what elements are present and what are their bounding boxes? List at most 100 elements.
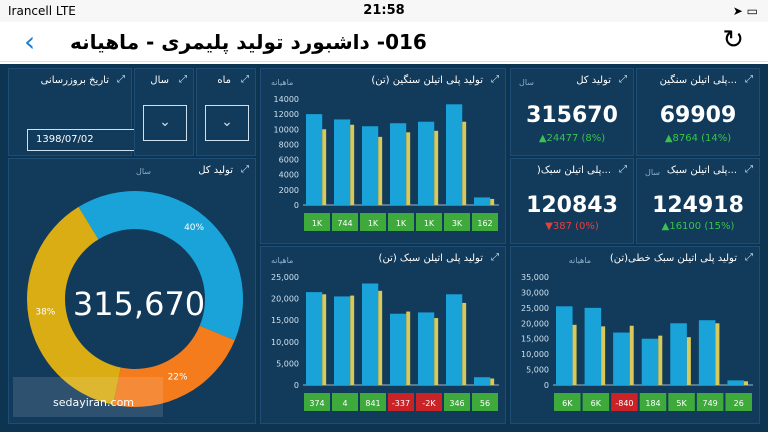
expand-icon[interactable]: ⤢	[619, 164, 627, 175]
y-tick-label: 2000	[279, 186, 299, 195]
heavy-sub: ماهیانه	[271, 78, 294, 87]
delta-badge	[332, 213, 358, 231]
year-tile: سال ⤢ ⌄	[134, 68, 194, 156]
expand-icon[interactable]: ⤢	[745, 252, 753, 263]
delta-label: 1K	[368, 219, 379, 228]
bar	[446, 104, 463, 205]
bar	[378, 136, 383, 205]
bar	[390, 313, 407, 385]
y-tick-label: 0	[294, 381, 299, 390]
date-field[interactable]: 1398/07/02	[27, 129, 137, 151]
kpi-sub: سال	[519, 78, 534, 87]
bar	[613, 332, 630, 385]
expand-icon[interactable]: ⤢	[491, 252, 499, 263]
carrier-info: Irancell LTE	[8, 4, 76, 18]
total-production-tile: تولید کل سال ⤢ 40% 22% 38% 315,670 sedayir…	[8, 158, 256, 424]
y-tick-label: 8000	[279, 140, 299, 149]
y-tick-label: 20,000	[271, 295, 299, 304]
delta-badge	[416, 213, 442, 231]
delta-badge	[472, 213, 498, 231]
month-select[interactable]: ⌄	[205, 105, 249, 141]
expand-icon[interactable]: ⤢	[241, 74, 249, 85]
delta-badge	[582, 393, 610, 411]
delta-label: 1K	[424, 219, 435, 228]
y-tick-label: 5,000	[526, 366, 549, 375]
kpi-value: 124918	[652, 193, 744, 218]
delta-badge	[696, 393, 724, 411]
y-tick-label: 15,000	[521, 335, 549, 344]
y-tick-label: 25,000	[271, 273, 299, 282]
bar	[406, 311, 411, 385]
expand-icon[interactable]: ⤢	[491, 74, 499, 85]
kpi-light: ...پلی اتیلن سبک سال ⤢ 124918 ▲16100 (15…	[636, 158, 760, 244]
delta-badge	[611, 393, 638, 411]
expand-icon[interactable]: ⤢	[745, 74, 753, 85]
heavy-title: تولید پلی اتیلن سنگین (تن)	[371, 75, 483, 86]
donut-slice-label: 40%	[184, 223, 204, 233]
expand-icon[interactable]: ⤢	[179, 74, 187, 85]
total-title: تولید کل	[198, 165, 233, 176]
delta-label: 1K	[312, 219, 323, 228]
light-pe-tile: تولید پلی اتیلن سبک (تن) ماهیانه ⤢ 25,00…	[260, 246, 506, 424]
bar	[362, 283, 379, 385]
expand-icon[interactable]: ⤢	[619, 74, 627, 85]
delta-badge	[360, 213, 386, 231]
delta-badge	[725, 393, 752, 411]
bar	[350, 124, 355, 205]
bar	[686, 337, 691, 385]
delta-label: 6K	[562, 399, 573, 408]
y-tick-label: 14000	[274, 95, 299, 104]
bar	[490, 198, 495, 205]
bar	[418, 121, 435, 205]
linear-pe-tile: تولید پلی اتیلن سبک خطی(تن) ماهیانه ⤢ 35…	[510, 246, 760, 424]
kpi-value: 120843	[526, 193, 618, 218]
kpi-total: تولید کل سال ⤢ 315670 ▲24477 (8%)	[510, 68, 634, 156]
y-tick-label: 5,000	[276, 359, 299, 368]
bar	[378, 290, 383, 385]
y-tick-label: 30,000	[521, 288, 549, 297]
delta-label: 749	[703, 399, 718, 408]
y-tick-label: 10,000	[271, 338, 299, 347]
bar	[474, 377, 491, 385]
y-tick-label: 20,000	[521, 319, 549, 328]
bar	[434, 130, 439, 205]
expand-icon[interactable]: ⤢	[745, 164, 753, 175]
refresh-button[interactable]: ↻	[722, 25, 744, 55]
delta-label: 744	[337, 219, 352, 228]
bar	[462, 302, 467, 385]
year-select[interactable]: ⌄	[143, 105, 187, 141]
battery-icon: ➤ ▭	[732, 4, 758, 18]
bar	[556, 306, 573, 385]
donut-chart: 40% 22% 38%	[27, 191, 244, 407]
delta-label: 4	[342, 399, 347, 408]
y-tick-label: 0	[544, 381, 549, 390]
light-bar-chart: 25,000 20,000 15,000 10,000 5,000 0 374 4 841 -33…	[271, 273, 499, 411]
kpi-change: ▲24477 (8%)	[538, 133, 606, 144]
delta-label: -840	[615, 399, 633, 408]
bar	[670, 323, 687, 385]
delta-badge	[444, 213, 470, 231]
delta-label: 346	[449, 399, 464, 408]
linear-bar-chart: 35,000 30,000 25,000 20,000 15,000 10,000 5,00…	[521, 273, 753, 411]
kpi-value: 69909	[659, 103, 737, 128]
kpi-heavy: ...پلی اتیلن سنگین ⤢ 69909 ▲8764 (14%)	[636, 68, 760, 156]
bar	[446, 294, 463, 385]
expand-icon[interactable]: ⤢	[241, 164, 249, 175]
y-tick-label: 35,000	[521, 273, 549, 282]
delta-label: 6K	[591, 399, 602, 408]
kpi-value: 315670	[526, 103, 618, 128]
y-tick-label: 4000	[279, 171, 299, 180]
bar	[434, 318, 439, 385]
kpi-linear: ...پلی اتیلن سبک( ⤢ 120843 ▼387 (0%)	[510, 158, 634, 244]
donut-slice-label: 22%	[168, 372, 188, 382]
delta-badge	[360, 393, 386, 411]
bar	[629, 325, 634, 385]
bar	[584, 307, 602, 385]
back-button[interactable]: ‹	[24, 25, 36, 58]
donut-center-value: 315,670	[72, 285, 206, 323]
expand-icon[interactable]: ⤢	[117, 74, 125, 85]
year-label: سال	[150, 75, 169, 86]
bar	[601, 326, 606, 385]
bar	[641, 338, 659, 385]
delta-label: 3K	[452, 219, 463, 228]
